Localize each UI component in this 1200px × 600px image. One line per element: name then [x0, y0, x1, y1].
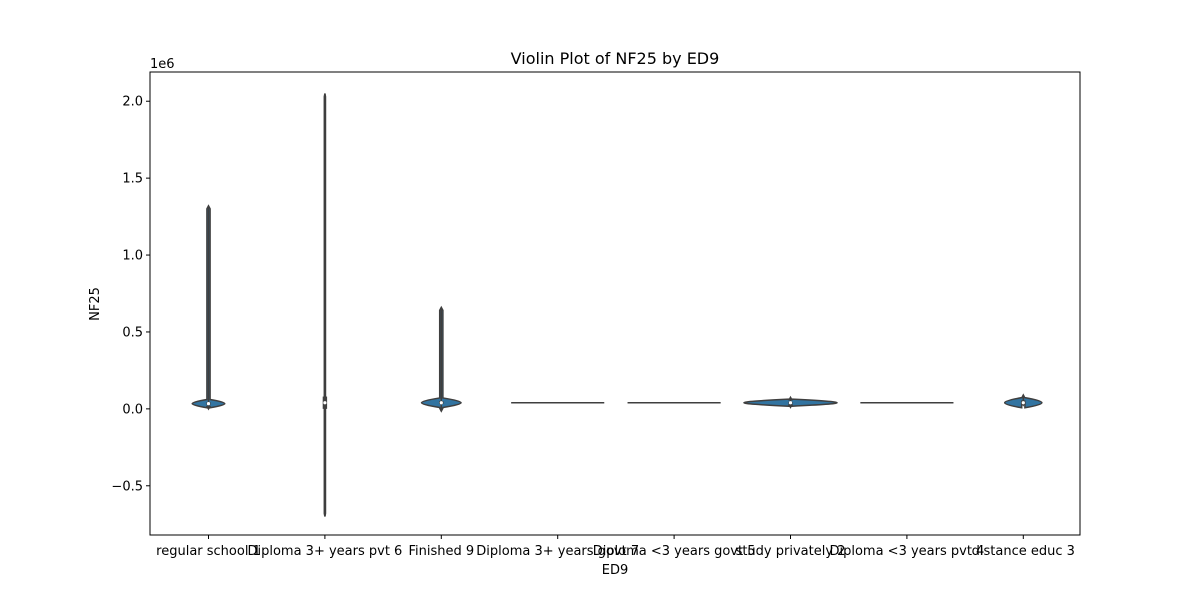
x-tick-label: Diploma <3 years pvt 4	[829, 544, 984, 559]
x-tick-label: study privately 2	[736, 544, 846, 559]
y-tick-label: 1.0	[122, 249, 143, 264]
y-tick-label: 2.0	[122, 95, 143, 110]
violin-1	[191, 204, 226, 411]
violin-median	[323, 401, 327, 405]
y-axis-label: NF25	[88, 287, 103, 321]
plot-area-frame	[149, 71, 1081, 536]
x-tick-label: Diploma 3+ years pvt 6	[247, 544, 402, 559]
violin-median	[439, 401, 443, 405]
violin-8	[1003, 393, 1043, 409]
x-axis-label: ED9	[602, 563, 629, 578]
violin-median	[788, 401, 793, 405]
y-axis-scale-label: 1e6	[150, 57, 175, 72]
violin-median	[206, 402, 211, 406]
violin-median	[1021, 401, 1025, 405]
x-tick-label: regular school 1	[156, 544, 261, 559]
x-tick-label: Diploma 3+ years govt 7	[476, 544, 639, 559]
x-tick-label: Diploma <3 years govt 5	[593, 544, 756, 559]
violin-3	[420, 305, 462, 413]
x-tick-label: distance educ 3	[972, 544, 1075, 559]
y-axis-ticks: −0.5 0.0 0.5 1.0 1.5 2.0	[111, 95, 150, 494]
y-tick-label: 0.5	[122, 325, 143, 340]
y-tick-label: 0.0	[122, 402, 143, 417]
y-tick-label: −0.5	[111, 479, 143, 494]
violins-group	[191, 93, 1043, 517]
y-tick-label: 1.5	[122, 172, 143, 187]
x-tick-label: Finished 9	[408, 544, 474, 559]
violin-6	[743, 395, 838, 409]
chart-title: Violin Plot of NF25 by ED9	[511, 49, 720, 68]
violin-2	[322, 93, 328, 517]
